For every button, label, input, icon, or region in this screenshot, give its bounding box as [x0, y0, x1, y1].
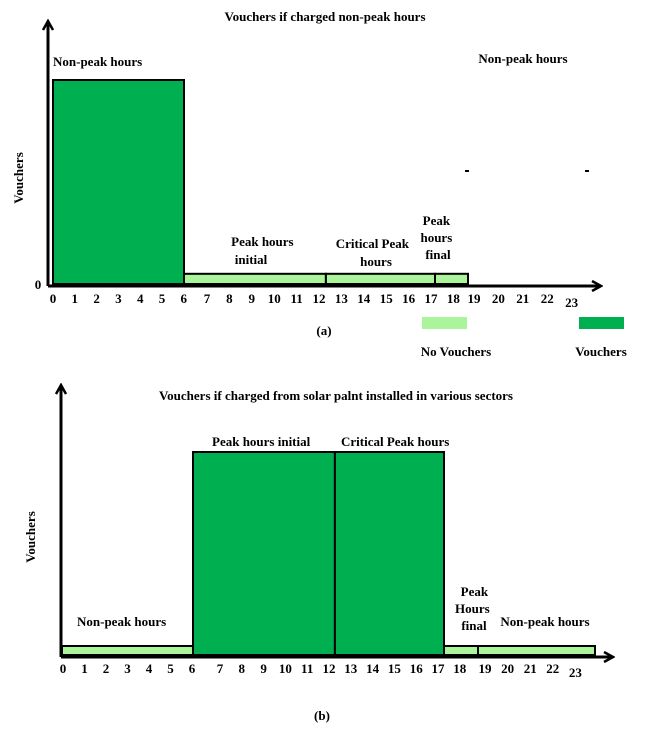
panel-b-ylabel: Vouchers	[23, 511, 38, 563]
legend-label-vouchers: Vouchers	[575, 344, 627, 359]
panel-a-x-tick-22: 22	[541, 291, 554, 306]
panel-a-bars	[52, 79, 469, 285]
panel-b-caption: (b)	[314, 708, 330, 723]
panel-a-bar-0	[52, 79, 185, 285]
panel-a-x-tick-2: 2	[93, 291, 100, 306]
panel-b-x-tick-10: 10	[279, 661, 292, 676]
panel-b-bars	[61, 451, 596, 656]
panel-b-label-non-peak-right: Non-peak hours	[500, 614, 589, 629]
panel-b: Vouchers if charged from solar palnt ins…	[23, 386, 612, 723]
panel-a-label-non-peak-left: Non-peak hours	[53, 54, 142, 69]
panel-b-x-tick-3: 3	[124, 661, 131, 676]
panel-a-label-peak-initial-line1: Peak hours	[231, 234, 293, 249]
panel-a-x-tick-13: 13	[335, 291, 349, 306]
panel-a-x-tick-0: 0	[50, 291, 57, 306]
panel-b-bar-0	[61, 645, 194, 656]
panel-b-x-tick-1: 1	[81, 661, 88, 676]
panel-b-x-tick-7: 7	[217, 661, 224, 676]
panel-b-x-tick-16: 16	[410, 661, 424, 676]
panel-a-caption: (a)	[316, 323, 331, 338]
panel-b-bar-1	[192, 451, 336, 656]
panel-a-title: Vouchers if charged non-peak hours	[224, 9, 425, 24]
panel-b-x-tick-15: 15	[388, 661, 402, 676]
panel-a-x-tick-16: 16	[402, 291, 416, 306]
panel-a-x-tick-6: 6	[181, 291, 188, 306]
panel-a-x-tick-7: 7	[204, 291, 211, 306]
panel-a-bar-3	[434, 272, 469, 285]
panel-b-x-tick-4: 4	[146, 661, 153, 676]
panel-b-x-tick-17: 17	[432, 661, 446, 676]
panel-a-label-peak-final-line3: final	[425, 247, 451, 262]
panel-b-x-tick-0: 0	[60, 661, 67, 676]
panel-a-label-peak-final-line2: hours	[420, 230, 452, 245]
panel-b-x-tick-2: 2	[103, 661, 110, 676]
legend-swatch-vouchers	[579, 317, 624, 329]
panel-a-x-tick-12: 12	[313, 291, 326, 306]
panel-b-x-tick-8: 8	[239, 661, 246, 676]
panel-b-label-critical-peak: Critical Peak hours	[341, 434, 449, 449]
panel-b-x-tick-18: 18	[453, 661, 467, 676]
panel-b-x-tick-12: 12	[323, 661, 336, 676]
panel-b-title: Vouchers if charged from solar palnt ins…	[159, 388, 513, 403]
panel-b-x-tick-19: 19	[479, 661, 493, 676]
panel-b-x-tick-9: 9	[260, 661, 267, 676]
panel-b-bar-3	[443, 645, 479, 656]
panel-a-x-tick-labels: 0 1 2 3 4 5 6 7 8 9 10 11 12 13 14 15 16 17 18 19 20 21 22 23	[50, 291, 579, 310]
panel-b-label-peak-final-line3: final	[461, 618, 487, 633]
panel-b-x-tick-labels: 0 1 2 3 4 5 6 7 8 9 10 11 12 13 14 15 16 17 18 19 20 21 22 23	[60, 661, 583, 680]
panel-a-x-tick-8: 8	[226, 291, 233, 306]
panel-b-bar-2	[333, 451, 445, 656]
panel-a-x-tick-4: 4	[137, 291, 144, 306]
panel-b-x-tick-21: 21	[524, 661, 537, 676]
panel-a-label-critical-peak-line1: Critical Peak	[336, 236, 410, 251]
panel-b-label-peak-final-line1: Peak	[461, 584, 489, 599]
panel-a-x-tick-11: 11	[290, 291, 302, 306]
panel-a-label-critical-peak-line2: hours	[360, 254, 392, 269]
panel-b-label-peak-final: Peak Hours final	[455, 584, 493, 633]
panel-b-x-tick-11: 11	[301, 661, 313, 676]
panel-a-bar-1	[183, 272, 327, 285]
legend: No Vouchers Vouchers	[421, 317, 627, 359]
panel-b-x-tick-5: 5	[167, 661, 174, 676]
panel-b-x-tick-23: 23	[569, 665, 583, 680]
panel-a-x-tick-1: 1	[72, 291, 79, 306]
panel-a-ylabel: Vouchers	[11, 152, 26, 204]
panel-a-x-tick-9: 9	[249, 291, 256, 306]
panel-a-label-peak-final-line1: Peak	[423, 213, 451, 228]
panel-b-label-peak-final-line2: Hours	[455, 601, 490, 616]
panel-a-label-peak-initial-line2: initial	[235, 252, 268, 267]
panel-a-x-tick-23: 23	[565, 295, 579, 310]
panel-a-x-tick-15: 15	[380, 291, 394, 306]
panel-a-label-critical-peak: Critical Peak hours	[336, 236, 413, 269]
panel-b-x-tick-20: 20	[501, 661, 514, 676]
panel-a-label-peak-initial: Peak hours initial	[231, 234, 297, 267]
panel-b-x-tick-6: 6	[189, 661, 196, 676]
panel-b-x-tick-13: 13	[344, 661, 358, 676]
panel-a-x-tick-19: 19	[468, 291, 482, 306]
legend-swatch-no-vouchers	[422, 317, 467, 329]
panel-b-bar-4	[477, 645, 596, 656]
panel-a-x-tick-18: 18	[447, 291, 461, 306]
panel-a: Vouchers if charged non-peak hours Vouch…	[11, 9, 627, 359]
panel-a-label-peak-final: Peak hours final	[420, 213, 455, 262]
panel-b-label-peak-initial: Peak hours initial	[212, 434, 311, 449]
panel-a-y-zero-label: 0	[35, 277, 42, 292]
panel-a-x-tick-17: 17	[425, 291, 439, 306]
panel-a-x-tick-5: 5	[159, 291, 166, 306]
panel-b-x-tick-22: 22	[546, 661, 559, 676]
panel-a-x-tick-14: 14	[357, 291, 371, 306]
panel-a-bar-2	[324, 272, 436, 285]
panel-b-x-tick-14: 14	[366, 661, 380, 676]
panel-a-x-tick-10: 10	[268, 291, 281, 306]
panel-a-x-tick-20: 20	[492, 291, 505, 306]
panel-a-label-non-peak-right: Non-peak hours	[478, 51, 567, 66]
panel-a-x-tick-3: 3	[115, 291, 122, 306]
legend-label-no-vouchers: No Vouchers	[421, 344, 491, 359]
panel-a-x-tick-21: 21	[516, 291, 529, 306]
panel-b-label-non-peak-left: Non-peak hours	[77, 614, 166, 629]
